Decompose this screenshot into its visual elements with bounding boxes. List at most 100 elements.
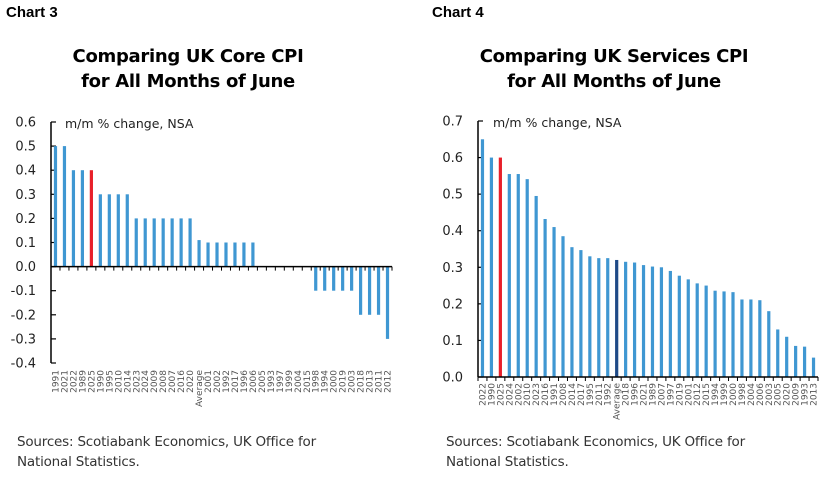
x-tick-label: 2009 xyxy=(792,383,802,406)
x-tick-label: 2018 xyxy=(357,370,367,393)
bar-1992 xyxy=(224,242,228,267)
bar-1990 xyxy=(98,194,102,267)
x-tick-label: 2014 xyxy=(568,383,578,406)
bar-2025 xyxy=(89,170,93,267)
x-tick-label: 2008 xyxy=(559,383,569,406)
bar-2020 xyxy=(785,336,789,377)
y-tick-label: 0.5 xyxy=(442,188,463,203)
bar-1991 xyxy=(552,227,556,377)
bar-2009 xyxy=(152,218,156,267)
bar-2021 xyxy=(62,146,67,267)
y-tick-label: 0.2 xyxy=(442,297,463,312)
x-tick-label: 2001 xyxy=(684,383,694,406)
bar-2010 xyxy=(525,179,529,377)
x-tick-label: 2007 xyxy=(657,383,667,406)
y-tick-label: 0.6 xyxy=(15,116,36,131)
bar-2025 xyxy=(498,157,502,377)
bar-2013 xyxy=(811,357,816,377)
x-tick-label: 1990 xyxy=(96,370,106,393)
x-tick-label: 1997 xyxy=(276,370,286,393)
chart-4-source-line2: National Statistics. xyxy=(446,454,569,470)
y-tick-label: 0.1 xyxy=(442,334,463,349)
chart-3-source-line1: Sources: Scotiabank Economics, UK Office… xyxy=(17,434,316,450)
x-tick-label: 1992 xyxy=(604,383,614,406)
bar-2008 xyxy=(161,218,165,267)
bar-1993 xyxy=(802,346,807,377)
bar-2022 xyxy=(480,139,485,377)
chart-3-title: Comparing UK Core CPI for All Months of … xyxy=(8,44,368,94)
x-tick-label: 1989 xyxy=(78,370,88,393)
x-tick-label: 2014 xyxy=(123,370,133,393)
y-tick-label: -0.3 xyxy=(11,332,36,347)
bar-2018 xyxy=(358,266,363,315)
x-tick-label: 1991 xyxy=(550,383,560,406)
x-tick-label: 1998 xyxy=(738,383,748,406)
bar-2023 xyxy=(534,195,538,377)
bar-1996 xyxy=(632,262,637,377)
bar-2007 xyxy=(170,218,174,267)
x-tick-label: 2025 xyxy=(87,370,97,393)
y-tick-label: 0.4 xyxy=(15,164,36,179)
y-axis-label: m/m % change, NSA xyxy=(493,115,622,130)
bar-1990 xyxy=(489,157,494,377)
bar-2007 xyxy=(659,267,664,377)
bar-2006 xyxy=(758,300,762,377)
x-tick-label: 2013 xyxy=(366,370,376,393)
x-tick-label: 2000 xyxy=(729,383,739,406)
chart-3-plot: 0.6 0.5 0.4 0.3 0.2 0.1 0.0 -0.1 -0.2 -0.3 -0.4 m/m… xyxy=(11,116,394,407)
y-tick-label: 0.1 xyxy=(15,236,36,251)
x-tick-label: 2001 xyxy=(204,370,214,393)
chart-4-title-line1: Comparing UK Services CPI xyxy=(479,46,749,67)
x-tick-label: 2011 xyxy=(595,383,605,406)
x-tick-label: 2021 xyxy=(640,383,650,406)
x-tick-label: 2002 xyxy=(213,370,223,393)
x-tick-label: 2007 xyxy=(168,370,178,393)
bar-2021 xyxy=(641,265,646,377)
bar-2001 xyxy=(206,242,210,267)
y-tick-label: -0.4 xyxy=(11,357,36,372)
bar-2020 xyxy=(188,218,192,267)
y-tick-label: 0.2 xyxy=(15,212,36,227)
x-tick-label: 1998 xyxy=(312,370,322,393)
x-tick-label: Average xyxy=(613,383,623,420)
bar-2017 xyxy=(579,250,583,377)
y-tick-label: 0.0 xyxy=(442,371,463,386)
bar-2013 xyxy=(367,266,372,315)
bar-2014 xyxy=(570,247,574,377)
y-tick-label: 0.0 xyxy=(15,260,36,275)
bar-1996 xyxy=(242,242,246,267)
bar-2002 xyxy=(516,174,520,377)
x-tick-label: 2023 xyxy=(132,370,142,393)
bar-1994 xyxy=(713,290,717,377)
chart-4-label: Chart 4 xyxy=(432,4,484,21)
chart-4-plot: 0.7 0.6 0.5 0.4 0.3 0.2 0.1 0.0 m/m % change, NS… xyxy=(442,115,819,420)
bar-2009 xyxy=(794,345,798,377)
x-tick-label: 1997 xyxy=(666,383,676,406)
bar-2004 xyxy=(749,299,753,377)
y-tick-label: 0.3 xyxy=(442,261,463,276)
bar-2002 xyxy=(215,242,219,267)
x-tick-label: 2019 xyxy=(339,370,349,393)
x-tick-label: 1995 xyxy=(586,383,596,406)
x-tick-label: 2020 xyxy=(783,383,793,406)
bar-2000 xyxy=(731,292,735,377)
x-tick-label: 2012 xyxy=(384,370,394,393)
x-tick-label: 2004 xyxy=(747,383,757,406)
chart-3-source-line2: National Statistics. xyxy=(17,454,140,470)
x-tick-label: 2009 xyxy=(150,370,160,393)
chart-3-label: Chart 3 xyxy=(6,4,58,21)
bar-1994 xyxy=(323,266,327,291)
chart-4-title: Comparing UK Services CPI for All Months… xyxy=(434,44,794,94)
x-tick-label: 2016 xyxy=(541,383,551,406)
bar-2006 xyxy=(251,242,255,267)
chart-3-title-line2: for All Months of June xyxy=(81,71,295,92)
x-tick-label: 2017 xyxy=(231,370,241,393)
x-tick-label: 2024 xyxy=(141,370,151,393)
bar-2003 xyxy=(350,266,354,291)
bar-2019 xyxy=(341,266,345,291)
bar-2023 xyxy=(134,218,138,267)
x-tick-label: 1993 xyxy=(801,383,811,406)
x-tick-label: 1989 xyxy=(648,383,658,406)
bar-2017 xyxy=(233,242,237,267)
